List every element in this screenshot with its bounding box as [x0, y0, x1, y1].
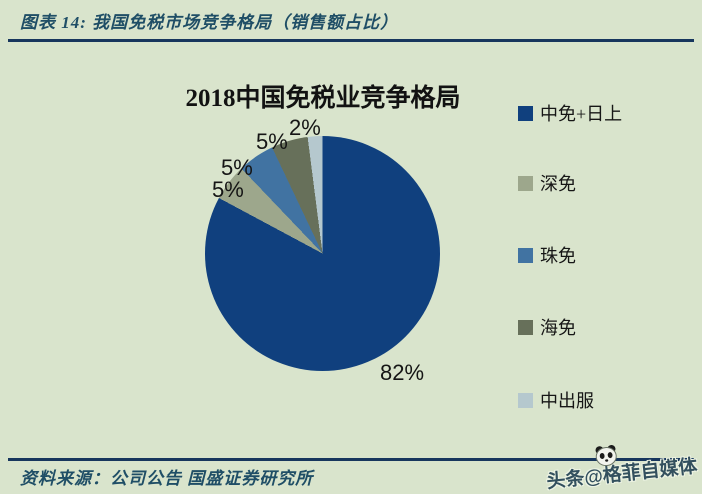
- bottom-divider: [8, 458, 694, 461]
- legend-label-zhongchufu: 中出服: [540, 391, 594, 411]
- legend-item-zhumian: 珠免: [518, 242, 576, 268]
- legend-label-shenmian: 深免: [540, 174, 576, 194]
- legend-swatch-zhumian: [518, 247, 533, 263]
- watermark-text: 头条@格菲自媒体: [545, 456, 699, 493]
- legend-item-haimian: 海免: [518, 314, 576, 340]
- top-divider: [8, 39, 694, 42]
- legend-label-zhumian: 珠免: [540, 246, 576, 266]
- pie-slice-label-zhumian: 5%: [221, 155, 253, 180]
- pie-slice-label-zhongmian: 82%: [380, 360, 425, 385]
- legend-item-shenmian: 深免: [518, 170, 576, 196]
- source-text: 资料来源：公司公告 国盛证券研究所: [20, 469, 314, 488]
- figure-caption: 图表 14: 我国免税市场竞争格局（销售额占比）: [20, 13, 399, 32]
- pie-slice-label-zhongchufu: 2%: [289, 115, 321, 140]
- panda-icon: [596, 444, 618, 467]
- legend-swatch-haimian: [518, 319, 533, 335]
- legend-item-zhongchufu: 中出服: [518, 387, 594, 413]
- pie-slice-label-shenmian: 5%: [212, 177, 244, 202]
- watermark: 头条@格菲自媒体: [545, 444, 699, 494]
- legend-swatch-zhongmian: [518, 105, 533, 121]
- pie-chart: [205, 136, 440, 371]
- chart-title: 2018中国免税业竞争格局: [185, 85, 461, 112]
- pie-slice-label-haimian: 5%: [256, 129, 288, 154]
- legend-swatch-shenmian: [518, 175, 533, 191]
- legend-swatch-zhongchufu: [518, 392, 533, 408]
- legend-label-zhongmian: 中免+日上: [540, 104, 623, 124]
- legend-item-zhongmian: 中免+日上: [518, 100, 622, 126]
- legend-label-haimian: 海免: [540, 318, 576, 338]
